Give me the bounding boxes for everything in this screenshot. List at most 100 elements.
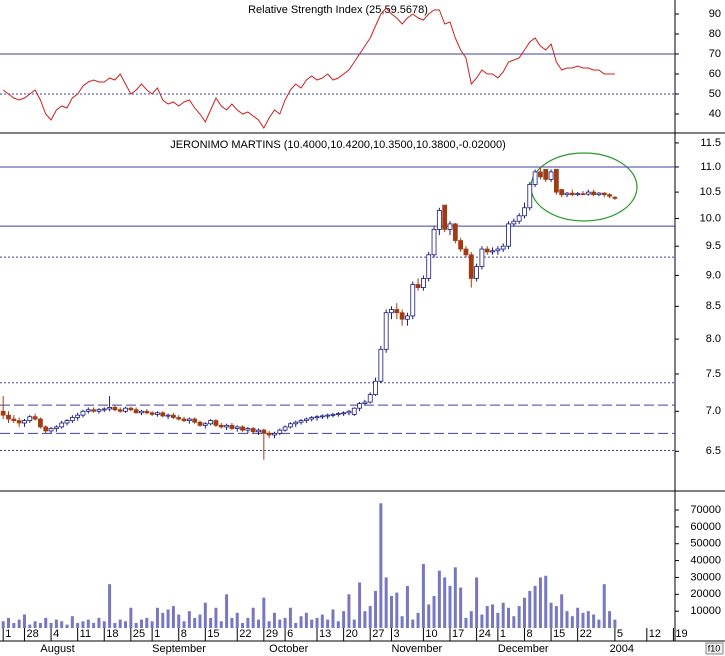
y-tick-label: 80 [709, 28, 721, 40]
candle-body [266, 432, 272, 436]
y-tick-label: 7.0 [706, 405, 721, 417]
candle-body [176, 417, 182, 420]
volume-bar [102, 621, 106, 628]
candle-body [511, 220, 517, 225]
candle-body [585, 191, 591, 195]
candle-body [559, 189, 565, 196]
volume-bar [363, 611, 367, 628]
y-tick-label: 9.0 [706, 269, 721, 281]
y-tick-label: 90 [709, 8, 721, 20]
volume-bar [411, 619, 415, 628]
candle-body [383, 312, 389, 350]
candle-body [75, 414, 81, 418]
volume-bar [86, 619, 90, 628]
candle-body [389, 309, 394, 314]
volume-bar [28, 624, 32, 628]
candle-body [351, 407, 357, 415]
x-tick-label: 27 [372, 628, 384, 640]
corner-box [705, 642, 724, 655]
x-tick-label: 8 [526, 628, 532, 640]
volume-bar [352, 619, 356, 628]
candle-body [405, 315, 410, 320]
candle-body [11, 418, 17, 422]
candle-body [601, 192, 607, 196]
volume-bar [294, 622, 298, 628]
volume-bar [139, 619, 143, 628]
volume-bar [187, 611, 191, 628]
candle-body [548, 171, 554, 180]
volume-bar [235, 612, 239, 628]
x-tick-label: 25 [133, 628, 145, 640]
volume-bar [1, 621, 5, 628]
volume-bar [507, 607, 511, 628]
candle-body [69, 417, 75, 422]
volume-bar [453, 567, 457, 628]
volume-bar [304, 612, 308, 628]
candle-body [357, 403, 362, 409]
candle-body [591, 191, 597, 196]
volume-bar [161, 612, 165, 628]
candle-body [192, 418, 198, 423]
candle-body [144, 410, 150, 414]
volume-bar [118, 619, 122, 628]
volume-bar [342, 611, 346, 628]
volume-bar [389, 595, 393, 628]
month-label: 2004 [610, 643, 634, 655]
candle-body [128, 407, 134, 411]
candle-body [431, 228, 437, 256]
volume-bar [432, 595, 436, 628]
candle-body [229, 424, 235, 429]
volume-bar [602, 584, 606, 628]
candle-body [394, 309, 400, 314]
candle-body [240, 426, 245, 431]
volume-bar [65, 624, 69, 628]
month-label: August [40, 643, 74, 655]
volume-bar [198, 614, 202, 628]
volume-bar [12, 622, 16, 628]
volume-bar [331, 609, 335, 628]
candle-body [373, 380, 378, 395]
candle-body [261, 429, 267, 434]
candle-body [123, 407, 128, 412]
volume-bar [581, 612, 585, 628]
volume-bar [33, 621, 37, 628]
month-label: November [391, 643, 442, 655]
candle-body [59, 422, 65, 428]
x-tick-label: 19 [675, 628, 687, 640]
volume-bar [395, 592, 399, 628]
volume-bar [576, 607, 580, 628]
volume-bar [533, 585, 537, 628]
y-tick-label: 7.5 [706, 368, 721, 380]
candle-body [277, 429, 283, 434]
candle-body [234, 426, 240, 429]
candle-body [250, 428, 256, 433]
candle-body [474, 266, 479, 279]
volume-bar [134, 622, 138, 628]
volume-bar [336, 621, 340, 628]
volume-bar [459, 587, 463, 628]
candle-body [500, 245, 506, 250]
y-tick-label: 60000 [690, 521, 721, 533]
x-tick-label: 12 [649, 628, 661, 640]
volume-bar [586, 611, 590, 628]
candle-body [0, 410, 6, 416]
candle-body [165, 414, 171, 417]
rsi-title: Relative Strength Index (25,59.5678) [248, 4, 428, 16]
volume-bar [209, 617, 213, 628]
volume-bar [171, 606, 175, 628]
volume-bar [251, 607, 255, 628]
candle-body [171, 414, 176, 418]
x-tick-label: 15 [553, 628, 565, 640]
candle-body [149, 412, 155, 415]
x-tick-label: 1 [154, 628, 160, 640]
volume-bar [246, 617, 250, 628]
volume-bar [485, 606, 489, 628]
candle-body [16, 420, 22, 424]
x-tick-label: 22 [580, 628, 592, 640]
y-tick-label: 10000 [690, 605, 721, 617]
candle-body [43, 426, 49, 432]
candle-body [298, 420, 304, 423]
candle-body [48, 428, 54, 432]
candle-body [288, 423, 293, 428]
month-label: October [269, 643, 308, 655]
